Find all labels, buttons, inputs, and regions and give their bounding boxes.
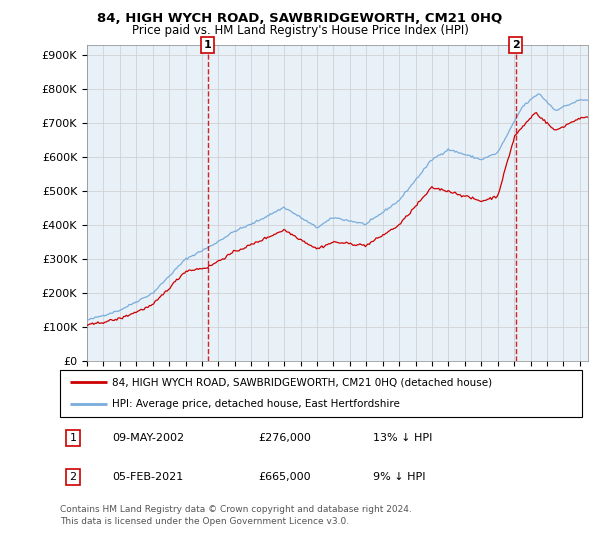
Text: 09-MAY-2002: 09-MAY-2002 [112,433,184,443]
Text: £276,000: £276,000 [259,433,311,443]
Text: 84, HIGH WYCH ROAD, SAWBRIDGEWORTH, CM21 0HQ (detached house): 84, HIGH WYCH ROAD, SAWBRIDGEWORTH, CM21… [112,377,493,388]
Text: Price paid vs. HM Land Registry's House Price Index (HPI): Price paid vs. HM Land Registry's House … [131,24,469,37]
Text: 2: 2 [512,40,520,50]
Text: 1: 1 [70,433,77,443]
Text: £665,000: £665,000 [259,472,311,482]
Text: Contains HM Land Registry data © Crown copyright and database right 2024.
This d: Contains HM Land Registry data © Crown c… [60,505,412,526]
Text: 84, HIGH WYCH ROAD, SAWBRIDGEWORTH, CM21 0HQ: 84, HIGH WYCH ROAD, SAWBRIDGEWORTH, CM21… [97,12,503,25]
Text: 05-FEB-2021: 05-FEB-2021 [112,472,184,482]
Text: 13% ↓ HPI: 13% ↓ HPI [373,433,433,443]
Text: 9% ↓ HPI: 9% ↓ HPI [373,472,426,482]
Text: HPI: Average price, detached house, East Hertfordshire: HPI: Average price, detached house, East… [112,399,400,409]
Text: 2: 2 [70,472,77,482]
Text: 1: 1 [204,40,212,50]
